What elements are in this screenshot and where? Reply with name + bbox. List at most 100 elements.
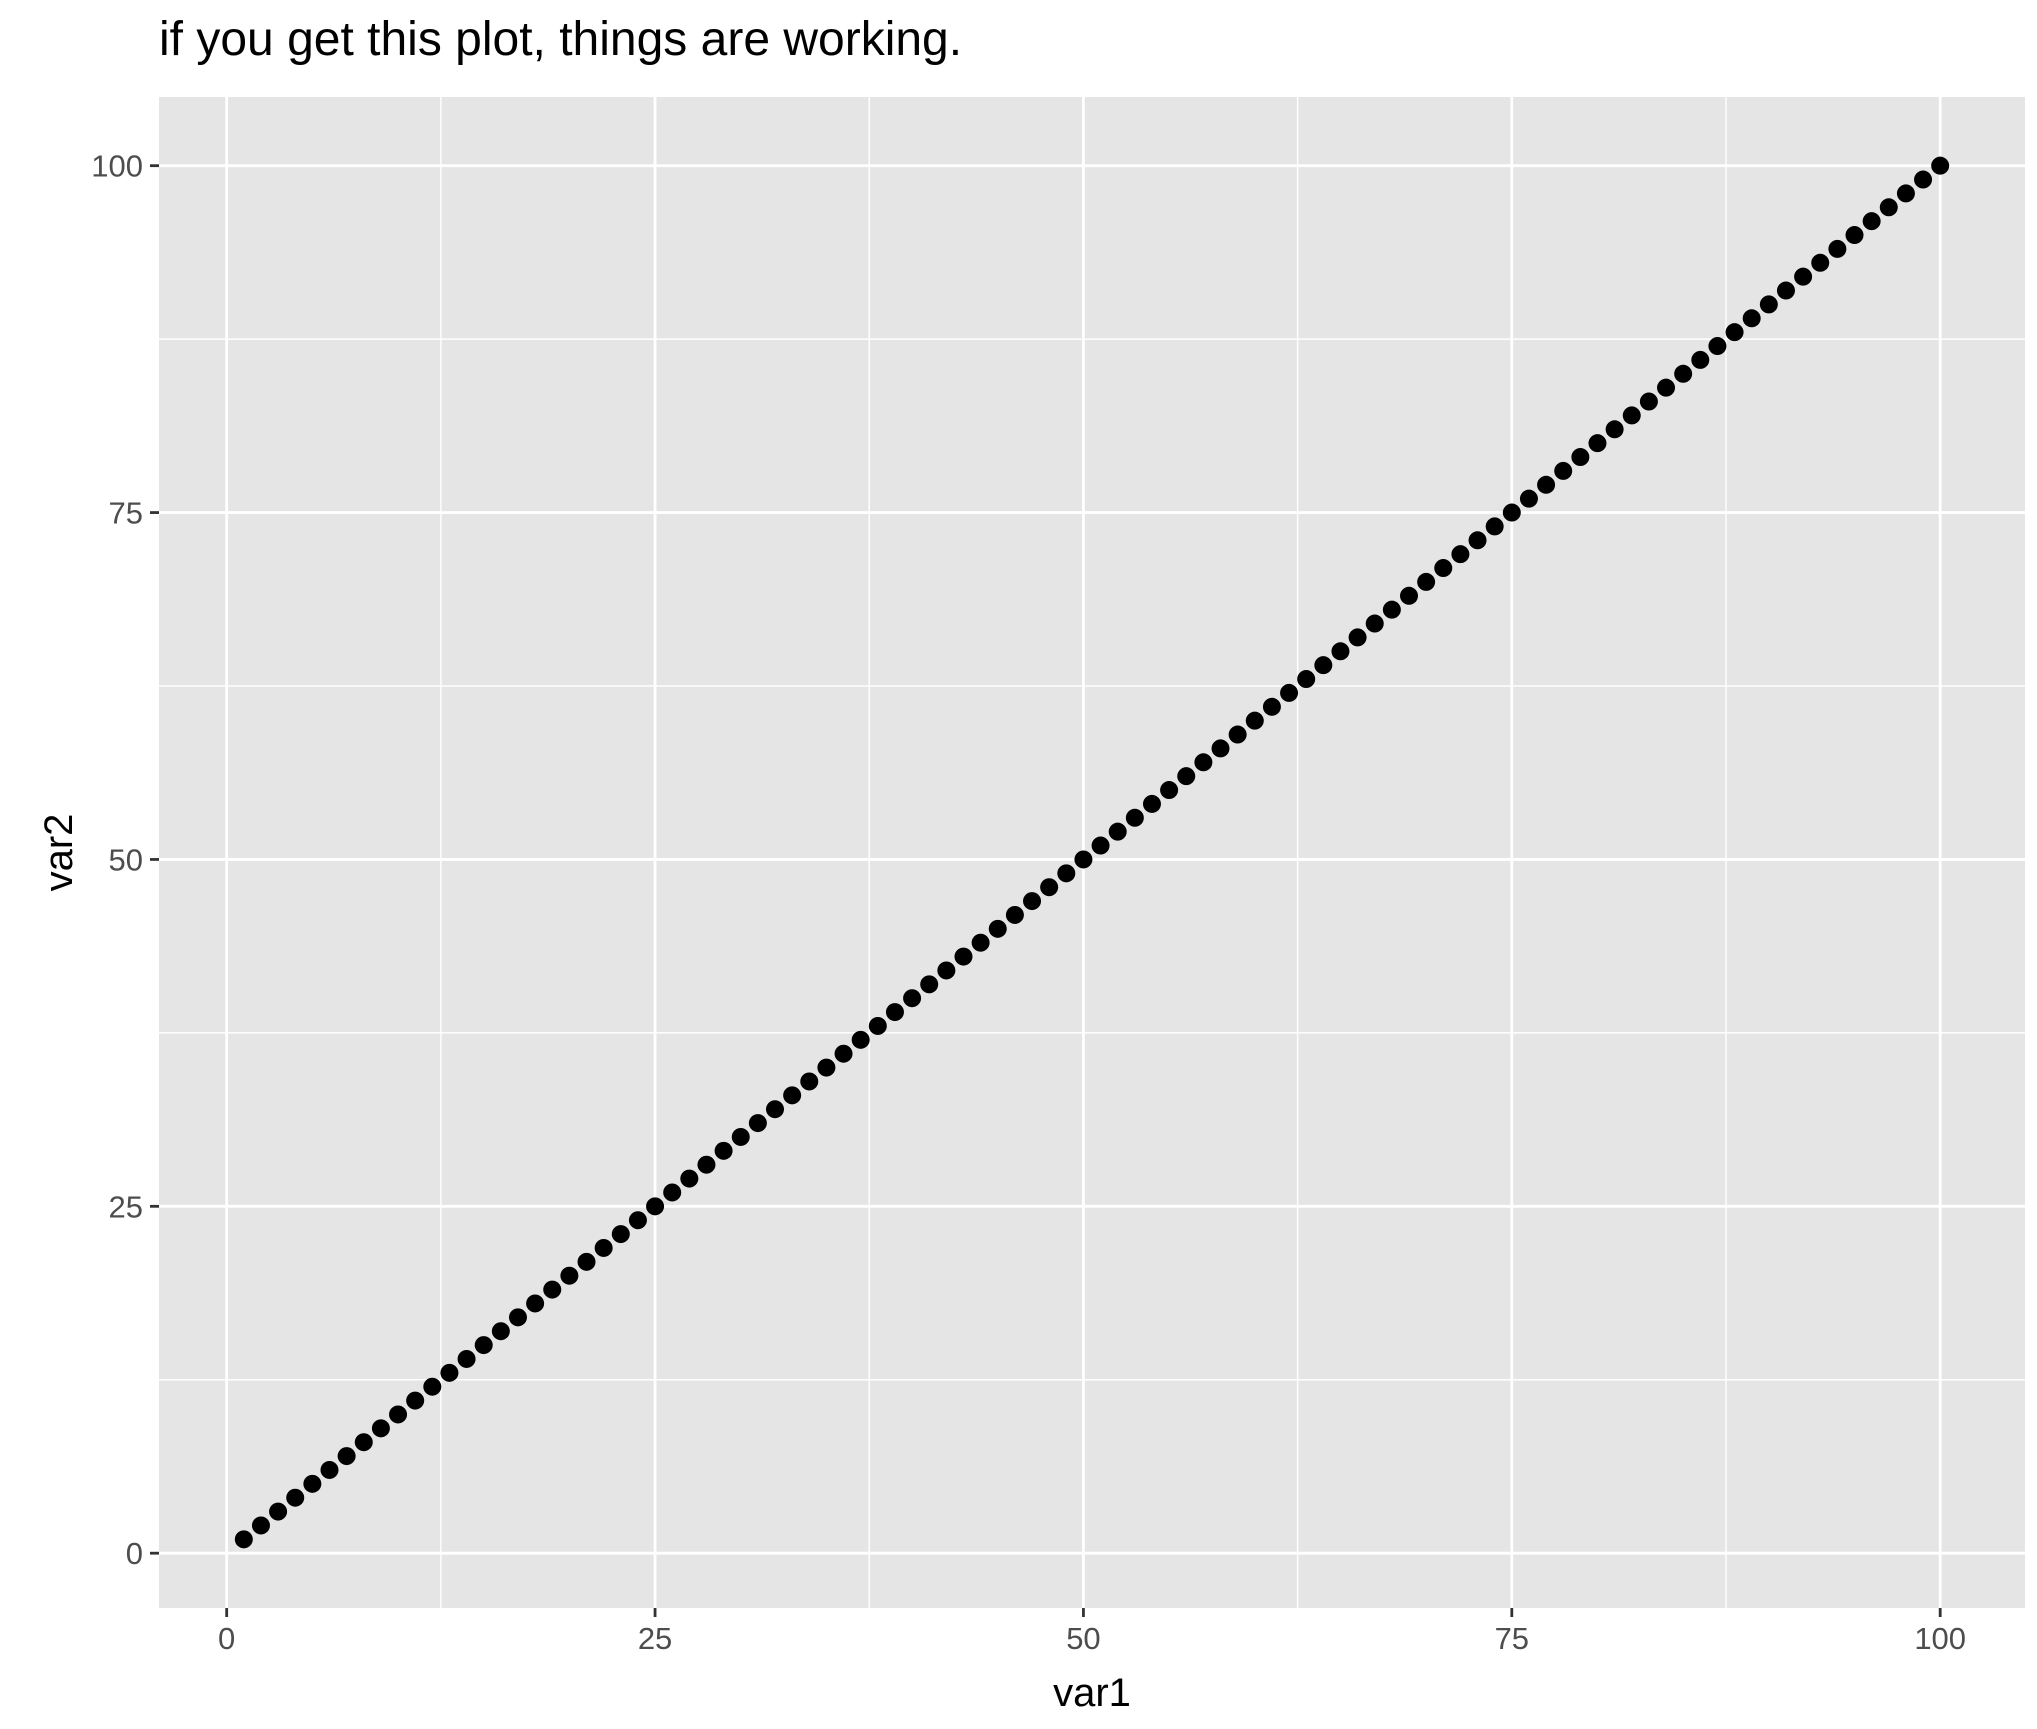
data-point bbox=[628, 1211, 647, 1230]
data-point bbox=[1571, 448, 1590, 467]
data-point bbox=[1879, 198, 1898, 217]
y-tick-label: 75 bbox=[109, 496, 143, 531]
data-point bbox=[1108, 822, 1127, 841]
data-point bbox=[1896, 184, 1915, 203]
data-point bbox=[457, 1349, 476, 1368]
data-point bbox=[1417, 572, 1436, 591]
data-point bbox=[1845, 226, 1864, 245]
data-point bbox=[560, 1266, 579, 1285]
data-point bbox=[1451, 545, 1470, 564]
data-point bbox=[1280, 683, 1299, 702]
data-point bbox=[354, 1433, 373, 1452]
data-point bbox=[1485, 517, 1504, 536]
data-point bbox=[1125, 808, 1144, 827]
data-point bbox=[1160, 781, 1179, 800]
data-point bbox=[234, 1530, 253, 1549]
x-tick-label: 50 bbox=[1066, 1621, 1100, 1656]
data-point bbox=[1331, 642, 1350, 661]
data-point bbox=[543, 1280, 562, 1299]
x-tick-label: 100 bbox=[1914, 1621, 1966, 1656]
data-point bbox=[1742, 309, 1761, 328]
data-point bbox=[903, 989, 922, 1008]
data-point bbox=[303, 1474, 322, 1493]
data-point bbox=[868, 1016, 887, 1035]
x-tick-label: 0 bbox=[218, 1621, 235, 1656]
x-axis: 0 25 50 75 100 bbox=[218, 1608, 1966, 1656]
x-tick-label: 25 bbox=[638, 1621, 672, 1656]
data-point bbox=[1142, 794, 1161, 813]
data-point bbox=[1468, 531, 1487, 550]
data-point bbox=[1245, 711, 1264, 730]
data-point bbox=[1519, 489, 1538, 508]
data-point bbox=[988, 919, 1007, 938]
data-point bbox=[766, 1100, 785, 1119]
data-point bbox=[680, 1169, 699, 1188]
data-point bbox=[1023, 892, 1042, 911]
data-point bbox=[440, 1363, 459, 1382]
y-tick-label: 25 bbox=[109, 1189, 143, 1224]
y-tick-label: 100 bbox=[91, 149, 143, 184]
data-point bbox=[697, 1155, 716, 1174]
data-point bbox=[371, 1419, 390, 1438]
data-point bbox=[646, 1197, 665, 1216]
data-point bbox=[1725, 323, 1744, 342]
data-point bbox=[611, 1225, 630, 1244]
data-point bbox=[406, 1391, 425, 1410]
data-point bbox=[1314, 656, 1333, 675]
data-point bbox=[526, 1294, 545, 1313]
data-point bbox=[1691, 350, 1710, 369]
y-axis: 0 25 50 75 100 bbox=[91, 149, 159, 1571]
data-point bbox=[1537, 475, 1556, 494]
data-point bbox=[1554, 461, 1573, 480]
data-point bbox=[320, 1460, 339, 1479]
data-point bbox=[594, 1238, 613, 1257]
data-point bbox=[834, 1044, 853, 1063]
data-point bbox=[1502, 503, 1521, 522]
data-point bbox=[1759, 295, 1778, 314]
data-point bbox=[1605, 420, 1624, 439]
data-point bbox=[954, 947, 973, 966]
data-points bbox=[234, 156, 1950, 1549]
data-point bbox=[1005, 905, 1024, 924]
y-tick-label: 50 bbox=[109, 842, 143, 877]
data-point bbox=[1794, 267, 1813, 286]
data-point bbox=[1382, 600, 1401, 619]
data-point bbox=[714, 1141, 733, 1160]
data-point bbox=[1177, 767, 1196, 786]
data-point bbox=[731, 1127, 750, 1146]
data-point bbox=[920, 975, 939, 994]
data-point bbox=[817, 1058, 836, 1077]
data-point bbox=[851, 1030, 870, 1049]
data-point bbox=[251, 1516, 270, 1535]
data-point bbox=[663, 1183, 682, 1202]
data-point bbox=[1194, 753, 1213, 772]
data-point bbox=[1040, 878, 1059, 897]
data-point bbox=[1348, 628, 1367, 647]
data-point bbox=[1091, 836, 1110, 855]
data-point bbox=[1657, 378, 1676, 397]
data-point bbox=[748, 1114, 767, 1133]
data-point bbox=[1622, 406, 1641, 425]
data-point bbox=[1399, 586, 1418, 605]
data-point bbox=[337, 1447, 356, 1466]
data-point bbox=[1862, 212, 1881, 231]
data-point bbox=[1434, 559, 1453, 578]
data-point bbox=[1931, 156, 1950, 175]
data-point bbox=[1828, 239, 1847, 258]
data-point bbox=[508, 1308, 527, 1327]
data-point bbox=[577, 1252, 596, 1271]
y-axis-title: var2 bbox=[37, 814, 81, 892]
y-tick-label: 0 bbox=[126, 1536, 143, 1571]
x-axis-title: var1 bbox=[1053, 1671, 1131, 1715]
data-point bbox=[1588, 434, 1607, 453]
data-point bbox=[1708, 337, 1727, 356]
data-point bbox=[269, 1502, 288, 1521]
data-point bbox=[1211, 739, 1230, 758]
data-point bbox=[937, 961, 956, 980]
data-point bbox=[783, 1086, 802, 1105]
data-point bbox=[1262, 697, 1281, 716]
data-point bbox=[1297, 670, 1316, 689]
data-point bbox=[1674, 364, 1693, 383]
data-point bbox=[971, 933, 990, 952]
